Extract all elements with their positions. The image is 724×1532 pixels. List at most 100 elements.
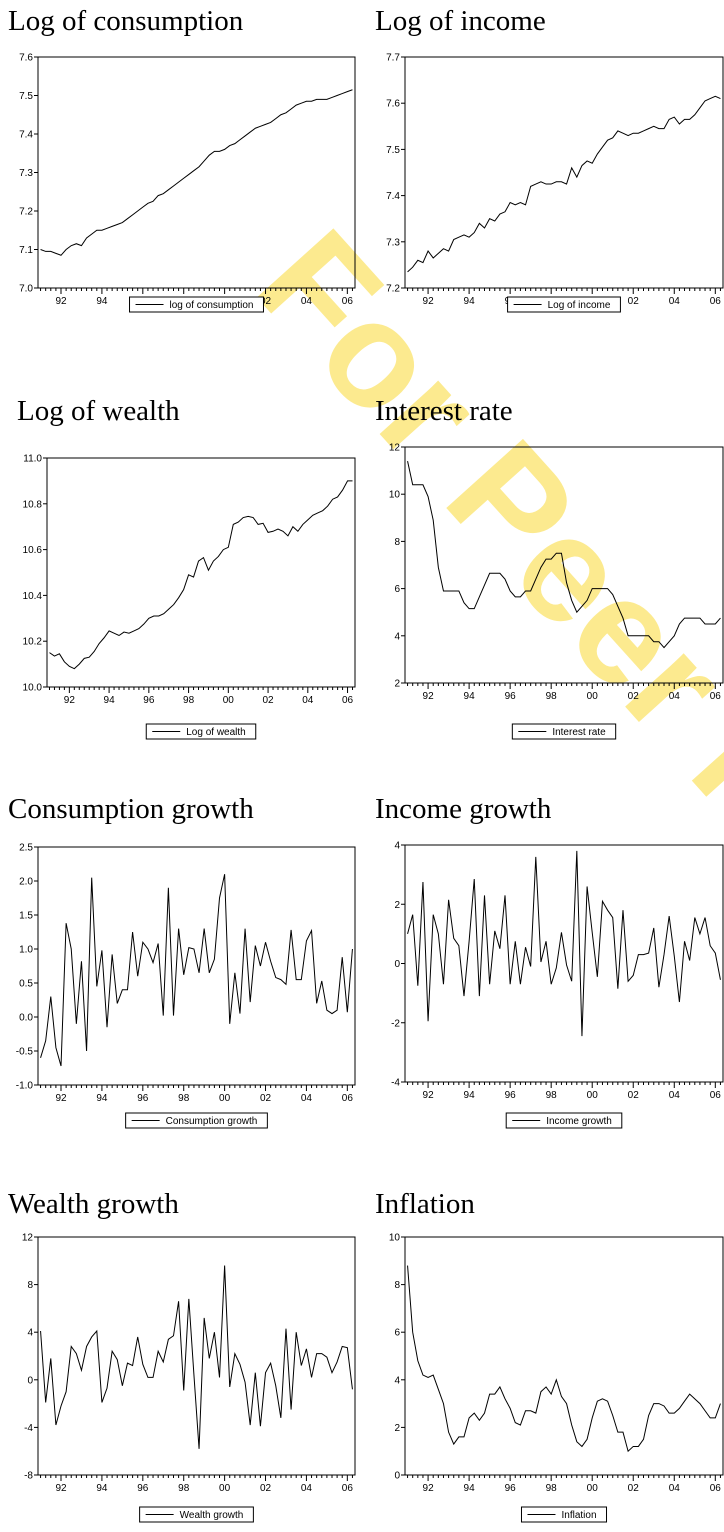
legend-label: log of consumption — [170, 300, 254, 311]
x-tick-label: 92 — [55, 1483, 67, 1494]
y-tick-label: -4 — [391, 1078, 400, 1089]
y-tick-label: 0.0 — [19, 1013, 33, 1024]
legend-box — [507, 296, 621, 313]
y-tick-label: 8 — [394, 1280, 400, 1291]
x-tick-label: 98 — [546, 1090, 558, 1101]
plot-frame — [404, 1236, 724, 1476]
x-tick-label: 04 — [669, 691, 681, 702]
y-tick-label: -1.0 — [16, 1081, 34, 1092]
legend-box — [129, 296, 264, 313]
y-tick-label: 10.6 — [23, 545, 43, 556]
chart-title: Consumption growth — [8, 793, 254, 825]
x-tick-label: 94 — [464, 1090, 476, 1101]
legend-box — [139, 1506, 254, 1523]
x-tick-label: 92 — [55, 296, 67, 307]
y-tick-label: 7.4 — [386, 191, 400, 202]
y-tick-label: 4 — [27, 1328, 33, 1339]
x-tick-label: 04 — [302, 695, 314, 706]
y-tick-label: 7.3 — [19, 168, 33, 179]
y-tick-label: 7.5 — [19, 91, 33, 102]
y-tick-label: 7.2 — [386, 284, 400, 295]
x-tick-label: 94 — [96, 296, 108, 307]
y-tick-label: 0 — [394, 959, 400, 970]
y-tick-label: 7.1 — [19, 245, 33, 256]
y-tick-label: 11.0 — [23, 454, 42, 465]
x-tick-label: 98 — [178, 1093, 190, 1104]
y-tick-label: -8 — [24, 1471, 33, 1482]
y-tick-label: 2 — [394, 900, 400, 911]
y-tick-label: 0 — [394, 1471, 400, 1482]
y-tick-label: 12 — [389, 443, 401, 454]
y-tick-label: 6 — [394, 1328, 400, 1339]
data-line — [407, 95, 721, 273]
plot-frame — [37, 846, 356, 1086]
plot-frame — [37, 1236, 356, 1476]
x-tick-label: 02 — [628, 691, 640, 702]
x-tick-label: 00 — [219, 1483, 231, 1494]
x-tick-label: 06 — [710, 1090, 722, 1101]
x-tick-label: 04 — [669, 1483, 681, 1494]
x-tick-label: 96 — [137, 1093, 149, 1104]
data-line — [407, 1265, 721, 1453]
legend-box — [505, 1112, 623, 1129]
y-tick-label: 0.5 — [19, 979, 33, 990]
chart-title: Log of wealth — [17, 395, 180, 427]
data-line — [40, 89, 353, 256]
x-tick-label: 04 — [669, 296, 681, 307]
x-tick-label: 02 — [263, 695, 275, 706]
chart-title: Log of consumption — [8, 5, 244, 37]
x-tick-label: 06 — [342, 296, 354, 307]
chart-panel: Log of consumption 7.0 7.1 7.2 7.3 7.4 7.5 7.6 9… — [8, 5, 356, 313]
x-tick-label: 98 — [546, 691, 558, 702]
x-tick-label: 98 — [546, 1483, 558, 1494]
watermark: For Peer Review — [226, 199, 724, 1179]
y-tick-label: 7.0 — [19, 284, 33, 295]
x-tick-label: 94 — [464, 691, 476, 702]
x-tick-label: 94 — [464, 296, 476, 307]
legend-label: Income growth — [546, 1116, 612, 1127]
legend-label: Wealth growth — [180, 1510, 244, 1521]
x-tick-label: 94 — [96, 1483, 108, 1494]
legend-box — [511, 723, 617, 740]
x-tick-label: 92 — [423, 296, 435, 307]
y-tick-label: 0 — [27, 1375, 33, 1386]
legend-label: Log of wealth — [186, 727, 246, 738]
chart-panel: Interest rate 2 4 6 8 10 12 92 94 96 98 00 02 04 06 Int… — [375, 395, 724, 740]
chart-title: Interest rate — [375, 395, 513, 427]
y-tick-label: -4 — [24, 1423, 33, 1434]
y-tick-label: 10.0 — [23, 683, 43, 694]
x-tick-label: 92 — [423, 691, 435, 702]
x-tick-label: 92 — [423, 1483, 435, 1494]
legend-box — [520, 1506, 608, 1523]
y-tick-label: 6 — [394, 584, 400, 595]
x-tick-label: 04 — [669, 1090, 681, 1101]
x-tick-label: 02 — [260, 1483, 272, 1494]
x-tick-label: 06 — [710, 296, 722, 307]
legend-label: Inflation — [561, 1510, 596, 1521]
x-tick-label: 02 — [260, 1093, 272, 1104]
y-tick-label: -0.5 — [16, 1047, 34, 1058]
y-tick-label: 10.8 — [23, 499, 43, 510]
x-tick-label: 06 — [342, 695, 354, 706]
x-tick-label: 04 — [301, 296, 313, 307]
y-tick-label: 10 — [389, 490, 401, 501]
data-line — [49, 480, 353, 670]
y-tick-label: 7.6 — [386, 99, 400, 110]
x-tick-label: 96 — [505, 691, 517, 702]
y-tick-label: 2 — [394, 679, 400, 690]
chart-panel: Consumption growth -1.0 -0.5 0.0 0.5 1.0 1.5 2.… — [8, 793, 356, 1129]
data-line — [40, 1265, 353, 1449]
y-tick-label: -2 — [391, 1018, 400, 1029]
y-tick-label: 12 — [22, 1233, 34, 1244]
x-tick-label: 02 — [628, 296, 640, 307]
data-line — [407, 850, 721, 1037]
y-tick-label: 7.2 — [19, 207, 33, 218]
x-tick-label: 00 — [223, 695, 235, 706]
x-tick-label: 94 — [464, 1483, 476, 1494]
chart-title: Log of income — [375, 5, 546, 37]
x-tick-label: 04 — [301, 1093, 313, 1104]
x-tick-label: 02 — [628, 1090, 640, 1101]
